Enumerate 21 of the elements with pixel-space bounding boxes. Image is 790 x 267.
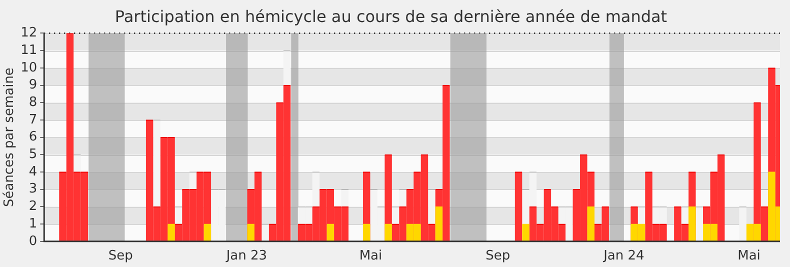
y-tick-label: 2 (28, 199, 38, 214)
x-tick-label: Mai (359, 248, 382, 264)
y-tick-label: 4 (28, 164, 38, 180)
y-tick-label: 10 (20, 60, 38, 76)
y-tick-label: 5 (28, 147, 38, 162)
y-tick-label: 9 (28, 78, 38, 93)
x-tick-label: Sep (486, 248, 510, 264)
x-tick-label: Sep (108, 248, 133, 264)
y-tick-label: 11 (20, 42, 38, 58)
x-tick-label: Jan 23 (225, 248, 268, 264)
y-axis-title: Séances par semaine (2, 68, 18, 208)
y-tick-label: 6 (28, 130, 38, 145)
chart-title: Participation en hémicycle au cours de sa dernière année de mandat (114, 6, 668, 26)
y-tick-label: 12 (20, 26, 38, 41)
x-tick-label: Jan 24 (602, 248, 644, 264)
y-tick-label: 8 (28, 94, 38, 110)
y-tick-label: 3 (28, 182, 38, 197)
y-tick-label: 7 (28, 112, 38, 128)
y-tick-label: 0 (28, 234, 38, 249)
y-tick-label: 1 (28, 216, 38, 232)
x-tick-label: Mai (738, 248, 760, 264)
